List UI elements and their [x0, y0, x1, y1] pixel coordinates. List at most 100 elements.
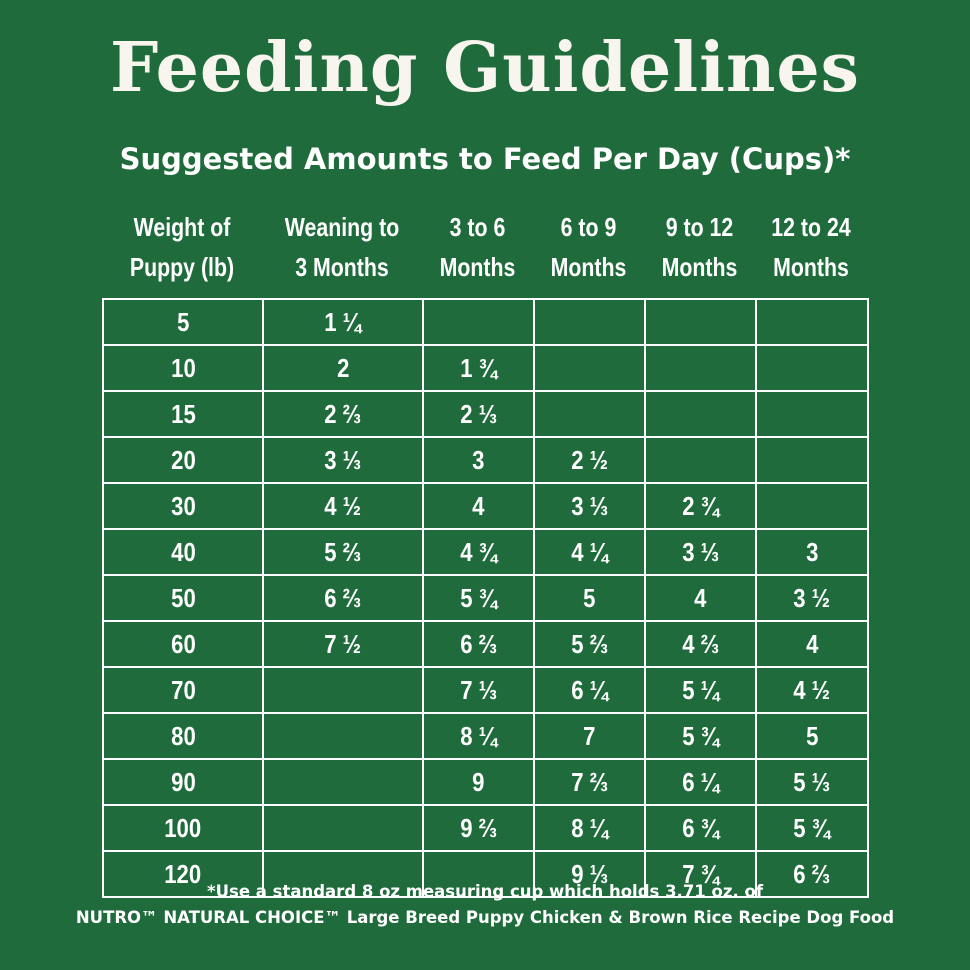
cell-value: 5 ¾: [460, 582, 497, 613]
cell-value: 120: [164, 858, 202, 889]
cell-value: 3 ⅓: [324, 444, 362, 475]
cell-value: 80: [170, 720, 196, 751]
amount-cell: 6 ⅔: [422, 620, 535, 668]
amount-cell: 7 ¾: [644, 850, 757, 898]
amount-cell: [262, 666, 424, 714]
cell-value: 6 ⅔: [324, 582, 362, 613]
cell-value: 4: [805, 628, 819, 659]
amount-cell: 5: [533, 574, 646, 622]
amount-cell: 7: [533, 712, 646, 760]
table-row: 15 2 ⅔ 2 ⅓: [102, 390, 869, 438]
amount-cell: [755, 298, 869, 346]
amount-cell: 2 ½: [533, 436, 646, 484]
amount-cell: 9 ⅔: [422, 804, 535, 852]
amount-cell: 8 ¼: [533, 804, 646, 852]
cell-value: 90: [170, 766, 196, 797]
amount-cell: [755, 344, 869, 392]
cell-value: 50: [170, 582, 196, 613]
amount-cell: 2 ¾: [644, 482, 757, 530]
cell-value: 10: [170, 352, 196, 383]
amount-cell: 2 ⅔: [262, 390, 424, 438]
cell-value: 7: [583, 720, 596, 751]
cell-value: 4: [694, 582, 707, 613]
header-9-to-12: 9 to 12 Months: [654, 202, 745, 292]
cell-value: 40: [170, 536, 196, 567]
weight-cell: 15: [102, 390, 264, 438]
table-row: 70 7 ⅓ 6 ¼ 5 ¼ 4 ½: [102, 666, 869, 714]
weight-cell: 30: [102, 482, 264, 530]
page-title: Feeding Guidelines: [110, 28, 860, 108]
weight-cell: 70: [102, 666, 264, 714]
amount-cell: 9 ⅓: [533, 850, 646, 898]
cell-value: 1 ¾: [460, 352, 497, 383]
amount-cell: 6 ¾: [644, 804, 757, 852]
amount-cell: 5 ⅔: [533, 620, 646, 668]
header-line: 12 to 24: [771, 212, 851, 242]
amount-cell: [262, 850, 424, 898]
amount-cell: 2: [262, 344, 424, 392]
cell-value: 4 ¾: [460, 536, 497, 567]
amount-cell: 3 ⅓: [533, 482, 646, 530]
table-row: 50 6 ⅔ 5 ¾ 5 4 3 ½: [102, 574, 869, 622]
header-12-to-24: 12 to 24 Months: [765, 202, 857, 292]
cell-value: 5 ⅔: [571, 628, 608, 659]
table-row: 40 5 ⅔ 4 ¾ 4 ¼ 3 ⅓ 3: [102, 528, 869, 576]
amount-cell: 7 ⅔: [533, 758, 646, 806]
cell-value: 6 ¼: [682, 766, 719, 797]
amount-cell: 6 ¼: [644, 758, 757, 806]
amount-cell: 1 ¾: [422, 344, 535, 392]
amount-cell: 6 ¼: [533, 666, 646, 714]
amount-cell: [755, 390, 869, 438]
cell-value: 7 ⅓: [460, 674, 497, 705]
cell-value: 7 ¾: [682, 858, 719, 889]
cell-value: 4 ½: [793, 674, 831, 705]
cell-value: 3 ⅓: [571, 490, 608, 521]
amount-cell: [644, 344, 757, 392]
header-line: Puppy (lb): [129, 252, 235, 282]
amount-cell: [262, 712, 424, 760]
weight-cell: 50: [102, 574, 264, 622]
amount-cell: 3 ⅓: [262, 436, 424, 484]
weight-cell: 80: [102, 712, 264, 760]
cell-value: 9 ⅔: [460, 812, 497, 843]
amount-cell: 5 ¾: [644, 712, 757, 760]
cell-value: 6 ¼: [571, 674, 608, 705]
cell-value: 70: [170, 674, 196, 705]
cell-value: 15: [170, 398, 196, 429]
amount-cell: 5: [755, 712, 869, 760]
cell-value: 7 ⅔: [571, 766, 608, 797]
amount-cell: 5 ⅓: [755, 758, 869, 806]
table-row: 30 4 ½ 4 3 ⅓ 2 ¾: [102, 482, 869, 530]
amount-cell: [422, 298, 535, 346]
amount-cell: [422, 850, 535, 898]
header-line: Weaning to: [284, 212, 400, 242]
cell-value: 4 ⅔: [682, 628, 719, 659]
amount-cell: 6 ⅔: [755, 850, 869, 898]
header-line: 3 Months: [295, 252, 389, 282]
cell-value: 3 ⅓: [682, 536, 719, 567]
amount-cell: 5 ⅔: [262, 528, 424, 576]
table-row: 100 9 ⅔ 8 ¼ 6 ¾ 5 ¾: [102, 804, 869, 852]
amount-cell: [755, 436, 869, 484]
header-line: 6 to 9: [560, 212, 617, 242]
table-row: 20 3 ⅓ 3 2 ½: [102, 436, 869, 484]
amount-cell: 9: [422, 758, 535, 806]
weight-cell: 100: [102, 804, 264, 852]
feeding-table: 5 1 ¼ 10 2 1 ¾ 15 2 ⅔ 2 ⅓ 20 3 ⅓ 3 2 ½ 30 4 ½ 4 3 ⅓ 2 ¾ 4…: [102, 298, 869, 898]
header-line: Months: [439, 252, 516, 282]
cell-value: 30: [170, 490, 196, 521]
header-line: Weight of: [133, 212, 231, 242]
header-line: 3 to 6: [449, 212, 506, 242]
table-row: 80 8 ¼ 7 5 ¾ 5: [102, 712, 869, 760]
cell-value: 8 ¼: [460, 720, 497, 751]
cell-value: 2 ¾: [682, 490, 719, 521]
amount-cell: [533, 298, 646, 346]
footnote-line-1: *Use a standard 8 oz measuring cup which…: [206, 882, 763, 901]
amount-cell: [262, 758, 424, 806]
amount-cell: 2 ⅓: [422, 390, 535, 438]
cell-value: 5 ¼: [682, 674, 719, 705]
weight-cell: 40: [102, 528, 264, 576]
amount-cell: 4: [422, 482, 535, 530]
header-line: Months: [550, 252, 627, 282]
cell-value: 3: [472, 444, 485, 475]
